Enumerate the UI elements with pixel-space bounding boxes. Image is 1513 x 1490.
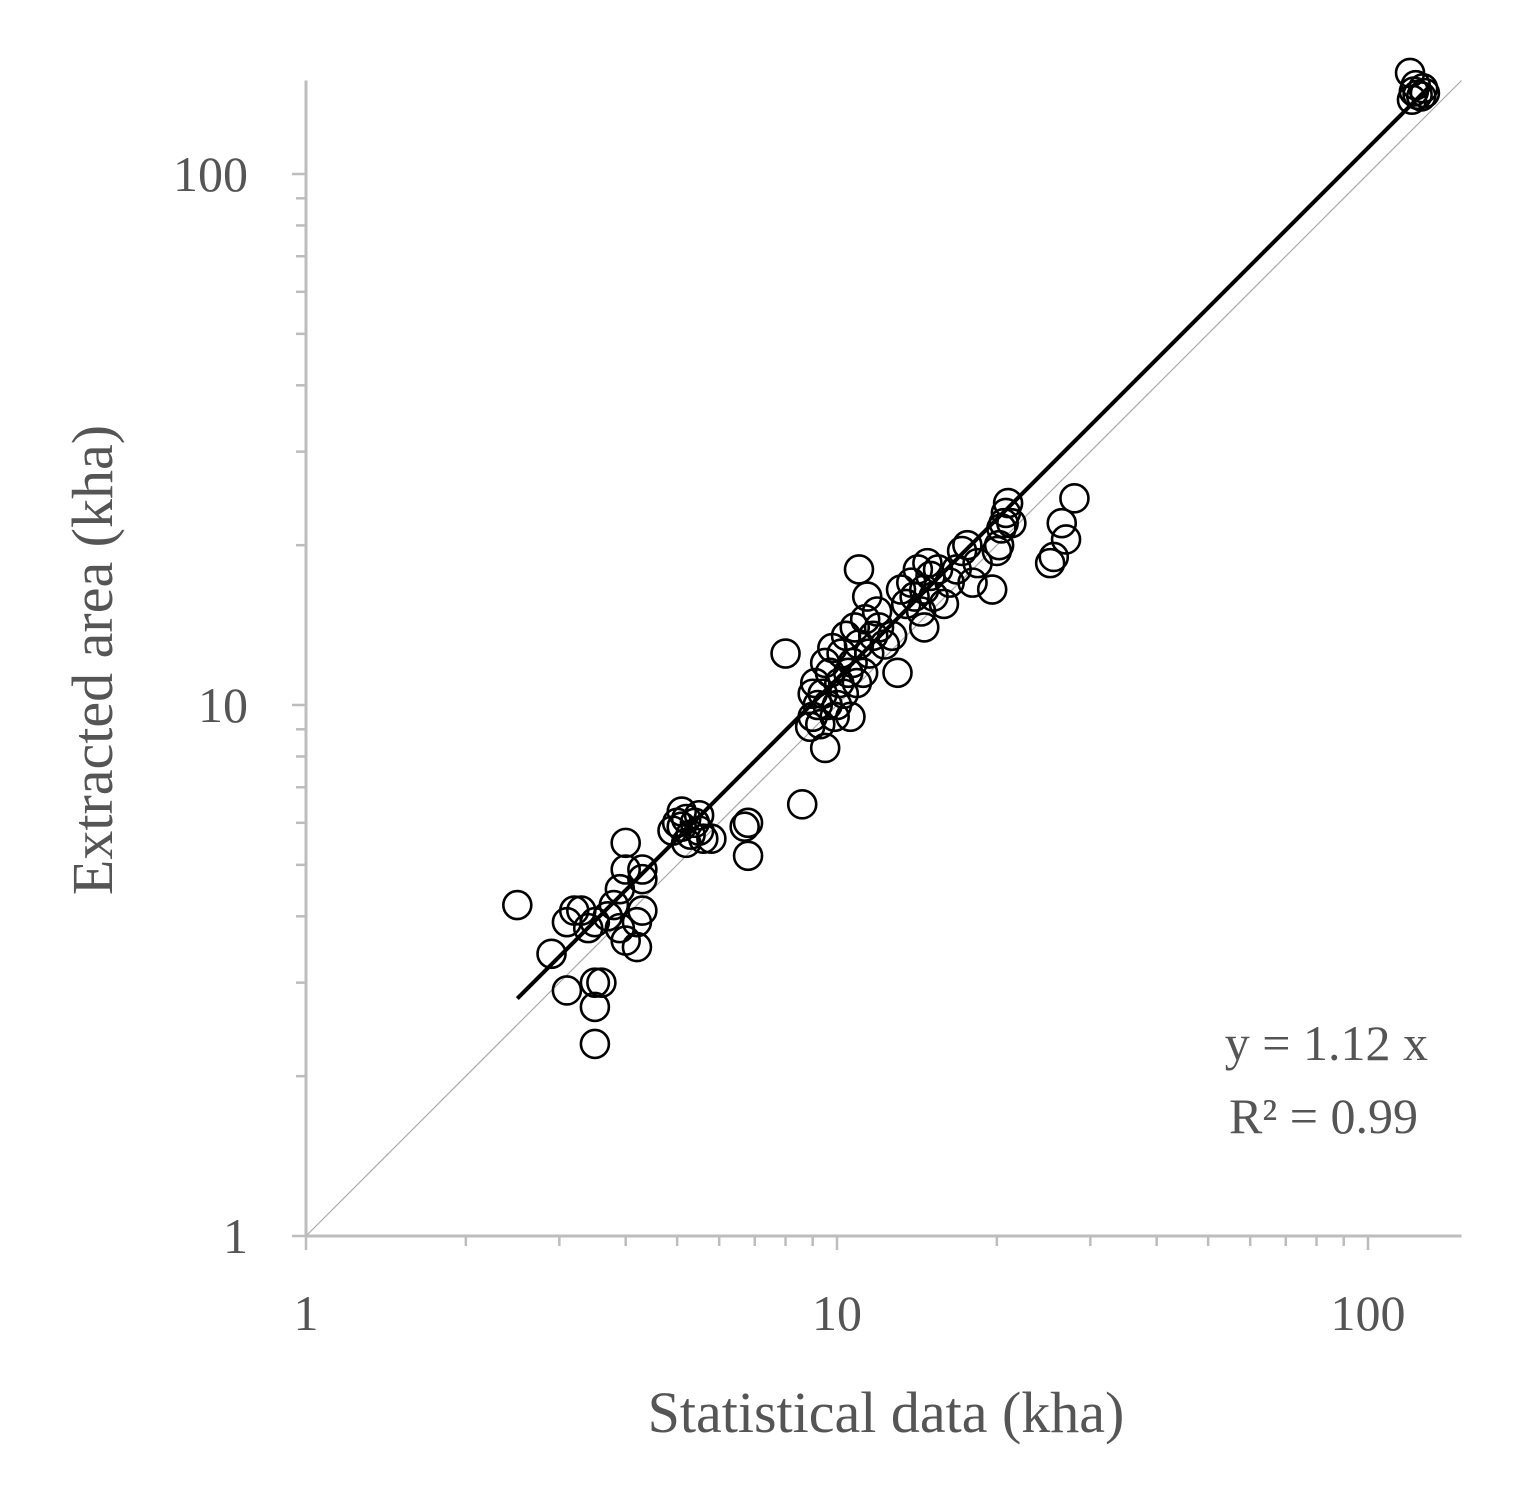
data-point	[809, 732, 841, 764]
data-point	[996, 507, 1027, 539]
regression-fit-line	[515, 85, 1430, 1000]
data-point	[696, 823, 727, 855]
y-tick-label: 100	[173, 146, 248, 202]
data-point	[536, 938, 567, 970]
data-point	[598, 889, 630, 921]
data-point	[627, 854, 658, 885]
data-point	[586, 967, 617, 998]
data-point	[551, 975, 583, 1006]
data-point	[861, 596, 893, 627]
data-point	[908, 612, 940, 643]
data-point	[683, 799, 715, 831]
data-point	[770, 638, 801, 669]
y-tick-label: 10	[198, 677, 248, 733]
data-point	[610, 854, 641, 885]
data-point	[957, 567, 988, 598]
data-point	[1409, 77, 1441, 109]
data-point	[729, 811, 760, 842]
data-point	[976, 574, 1008, 605]
data-point	[992, 487, 1024, 519]
x-tick-labels: 1 10 100	[294, 1285, 1406, 1341]
y-tick-label: 1	[223, 1208, 248, 1264]
data-point	[627, 895, 658, 926]
data-point	[579, 991, 611, 1023]
data-point	[687, 823, 719, 855]
data-point	[610, 827, 641, 859]
x-minor-ticks	[304, 1236, 1370, 1250]
data-point	[835, 701, 866, 733]
data-points	[502, 57, 1441, 1060]
data-point	[988, 507, 1019, 539]
data-point	[579, 967, 611, 998]
data-point	[621, 931, 653, 963]
data-point	[837, 647, 868, 679]
data-point	[847, 657, 879, 689]
data-point	[1046, 507, 1078, 539]
data-point	[732, 840, 764, 872]
data-point	[853, 638, 885, 669]
y-minor-ticks	[292, 172, 306, 1238]
x-tick-label: 100	[1331, 1285, 1406, 1341]
data-point	[732, 807, 764, 839]
data-point	[843, 554, 875, 585]
x-axis-title: Statistical data (kha)	[648, 1380, 1125, 1445]
data-point	[839, 612, 871, 643]
data-point	[1059, 483, 1090, 514]
equation-annotation: y = 1.12 x	[1225, 1015, 1428, 1071]
data-point	[946, 535, 978, 567]
y-tick-labels: 1 10 100	[173, 146, 248, 1264]
r-squared-annotation: R² = 0.99	[1229, 1088, 1418, 1144]
x-tick-label: 1	[294, 1285, 319, 1341]
data-point	[502, 889, 533, 921]
data-point	[679, 807, 711, 839]
data-point	[882, 657, 913, 689]
data-point	[627, 863, 658, 895]
data-point	[786, 789, 818, 820]
y-axis-title: Extracted area (kha)	[60, 425, 125, 895]
data-point	[579, 1028, 611, 1060]
data-point	[857, 620, 889, 652]
data-point	[1034, 547, 1066, 579]
data-point	[952, 529, 983, 561]
data-point	[804, 708, 836, 740]
data-point	[851, 581, 883, 612]
data-point	[1050, 524, 1082, 555]
data-point	[928, 588, 960, 620]
x-tick-label: 10	[812, 1285, 862, 1341]
